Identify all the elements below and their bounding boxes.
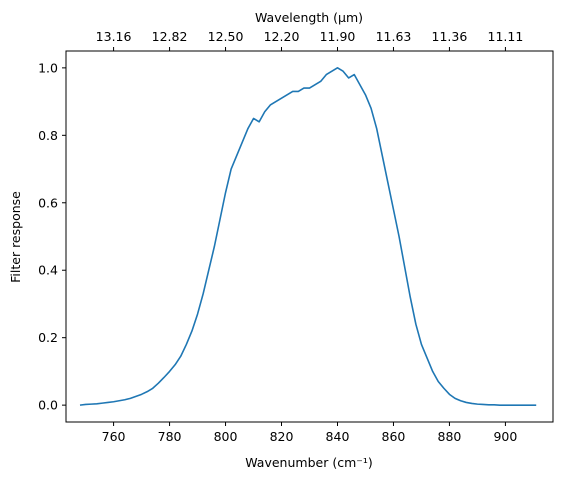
top-tick-label: 13.16: [96, 29, 132, 44]
y-tick-label: 0.4: [38, 263, 58, 278]
x-tick-label: 800: [214, 429, 238, 444]
y-tick-label: 0.6: [38, 195, 58, 210]
top-tick-label: 12.50: [208, 29, 244, 44]
top-axis-label: Wavelength (μm): [255, 10, 363, 25]
x-tick-label: 780: [158, 429, 182, 444]
x-tick-label: 840: [326, 429, 350, 444]
plot-frame: [65, 50, 554, 423]
top-tick-label: 11.90: [320, 29, 356, 44]
x-tick-label: 820: [270, 429, 294, 444]
y-tick-label: 1.0: [38, 60, 58, 75]
top-tick-label: 12.82: [152, 29, 188, 44]
x-axis-label: Wavenumber (cm⁻¹): [245, 455, 373, 470]
x-tick-label: 860: [382, 429, 406, 444]
top-tick-label: 11.36: [432, 29, 468, 44]
filter-response-line: [79, 67, 537, 406]
y-tick-label: 0.2: [38, 330, 58, 345]
top-tick-label: 11.11: [488, 29, 524, 44]
axes: 760 780 800 820 840 860 880 900 0.0 0.2 0.4 0.6 0.8 1…: [38, 29, 554, 444]
top-tick-label: 11.63: [376, 29, 412, 44]
plot-area: [79, 67, 537, 406]
x-tick-label: 900: [493, 429, 517, 444]
x-tick-label: 760: [102, 429, 126, 444]
y-tick-label: 0.0: [38, 398, 58, 413]
y-axis-label: Filter response: [8, 191, 23, 283]
top-tick-label: 12.20: [264, 29, 300, 44]
y-tick-label: 0.8: [38, 128, 58, 143]
x-tick-label: 880: [438, 429, 462, 444]
